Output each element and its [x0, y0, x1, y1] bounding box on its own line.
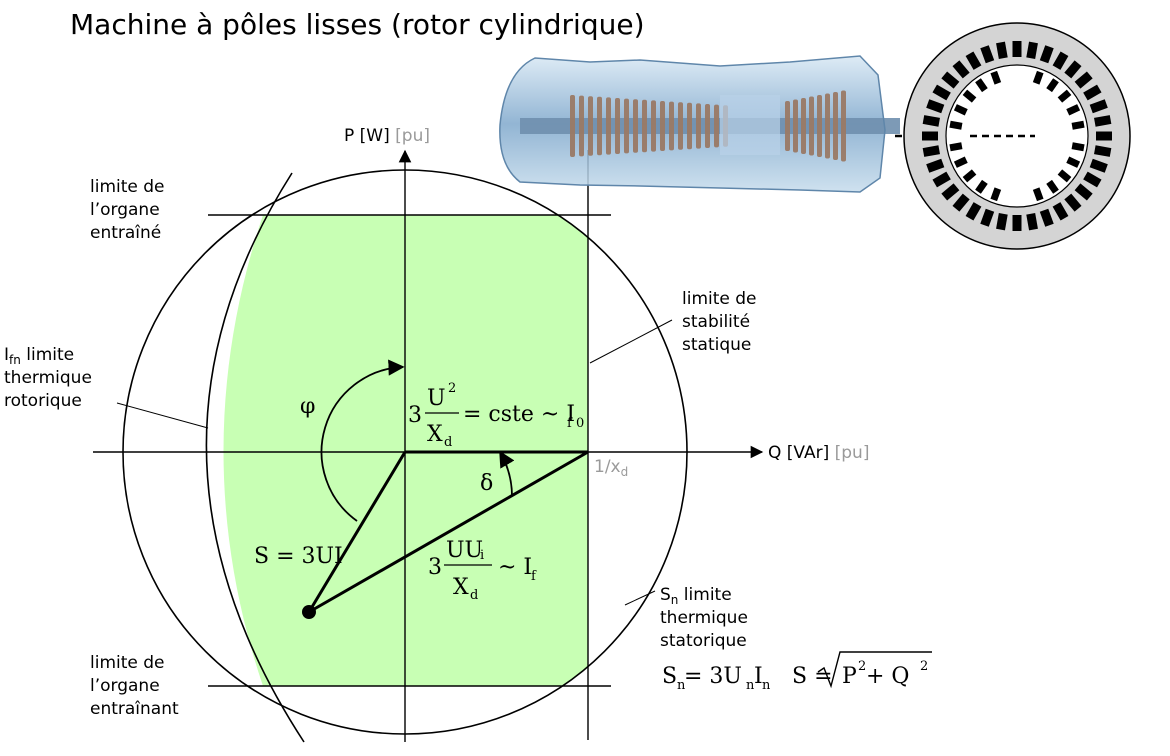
leader-rotor: [116, 402, 209, 429]
svg-text:= cste ~ I: = cste ~ I: [463, 402, 575, 427]
internal-emf-vector: [308, 450, 589, 614]
svg-text:n: n: [746, 678, 755, 693]
p-axis-label: P [W] [pu]: [344, 126, 430, 146]
inv-xd-label: 1/xd: [594, 457, 628, 479]
turbine-illustration: [499, 55, 900, 193]
apparent-power-formula: S = 3UI: [254, 544, 343, 569]
svg-text:X: X: [427, 422, 443, 447]
label-stability-limit: limite de stabilité statique: [682, 289, 762, 355]
delta-arc: [499, 450, 515, 497]
svg-text:+ Q: + Q: [866, 664, 909, 689]
svg-text:d: d: [444, 435, 452, 450]
formula-rated-power: S n = 3U n I n: [662, 664, 771, 693]
svg-text:3: 3: [408, 403, 422, 428]
rotor-limit-arc: [205, 172, 305, 743]
svg-text:S =: S =: [792, 664, 833, 689]
leader-stator: [624, 590, 656, 606]
phi-symbol: φ: [300, 394, 315, 419]
svg-text:~ I: ~ I: [498, 555, 532, 580]
svg-text:d: d: [470, 588, 478, 603]
svg-text:= 3U: = 3U: [684, 664, 742, 689]
delta-symbol: δ: [480, 471, 493, 496]
label-driving-limit: limite de l’organe entraînant: [90, 653, 179, 719]
phi-arc: [320, 359, 405, 522]
svg-text:i: i: [480, 548, 484, 563]
page-title: Machine à pôles lisses (rotor cylindriqu…: [70, 8, 645, 41]
svg-text:UU: UU: [446, 538, 483, 563]
formula-apparent-magnitude: S = P 2 + Q 2: [792, 651, 932, 689]
leader-stability: [589, 319, 673, 364]
svg-text:S: S: [662, 664, 677, 689]
svg-text:2: 2: [920, 659, 928, 674]
operating-point: [302, 605, 316, 619]
svg-text:n: n: [762, 678, 771, 693]
label-stator-limit: Sn limite thermique statorique: [660, 585, 753, 651]
label-rotor-limit: Ifn limite thermique rotorique: [4, 345, 97, 411]
formula-excitation: 3 U 2 X d = cste ~ I f 0: [408, 381, 584, 450]
formula-emf: 3 UU i X d ~ I f: [428, 538, 537, 603]
svg-text:f: f: [531, 569, 537, 584]
machine-cross-section: [903, 22, 1131, 250]
svg-text:f 0: f 0: [567, 416, 584, 431]
svg-text:n: n: [677, 678, 686, 693]
power-vector: [307, 451, 407, 613]
label-driven-limit: limite de l’organe entraîné: [90, 177, 170, 243]
svg-text:U: U: [427, 386, 446, 411]
q-axis-label: Q [VAr] [pu]: [768, 443, 869, 463]
svg-text:X: X: [453, 575, 469, 600]
svg-text:3: 3: [428, 555, 442, 580]
svg-text:P: P: [842, 664, 857, 689]
svg-text:2: 2: [858, 659, 866, 674]
svg-text:I: I: [754, 664, 763, 689]
svg-text:2: 2: [448, 381, 456, 396]
